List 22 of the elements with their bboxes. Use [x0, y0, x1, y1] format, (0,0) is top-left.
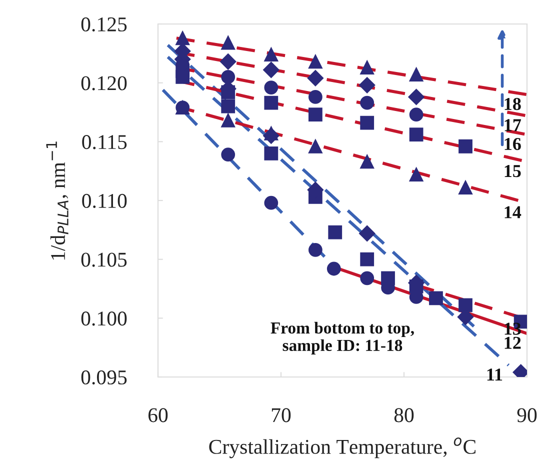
series-label: 15: [504, 165, 521, 178]
y-tick-label: 0.105: [81, 252, 127, 267]
x-tick-label: 90: [517, 408, 537, 422]
series-label: 17: [504, 119, 522, 132]
series-label: 16: [504, 138, 521, 150]
series-label: 13: [504, 322, 521, 335]
series-label: 11: [487, 368, 502, 381]
y-tick-label: 0.125: [81, 17, 127, 32]
series-label: 18: [504, 98, 521, 110]
y-tick-label: 0.115: [82, 135, 127, 150]
annotation: From bottom to top, sample ID: 11-18: [270, 322, 414, 354]
series-label: 14: [504, 206, 522, 218]
x-tick-label: 80: [394, 408, 414, 422]
y-tick-label: 0.095: [81, 370, 127, 385]
x-tick-label: 70: [272, 408, 291, 422]
y-axis-title: 1/d$_{PLLA}$, nm$^{−1}$: [46, 142, 68, 260]
series-label: 12: [504, 336, 521, 349]
y-tick-label: 0.110: [82, 194, 127, 208]
y-tick-label: 0.100: [81, 312, 127, 326]
y-tick-label: 0.120: [81, 76, 127, 90]
x-tick-label: 60: [148, 408, 168, 422]
x-axis-title: Crystallization Temperature, $^{o}$C: [209, 438, 476, 458]
